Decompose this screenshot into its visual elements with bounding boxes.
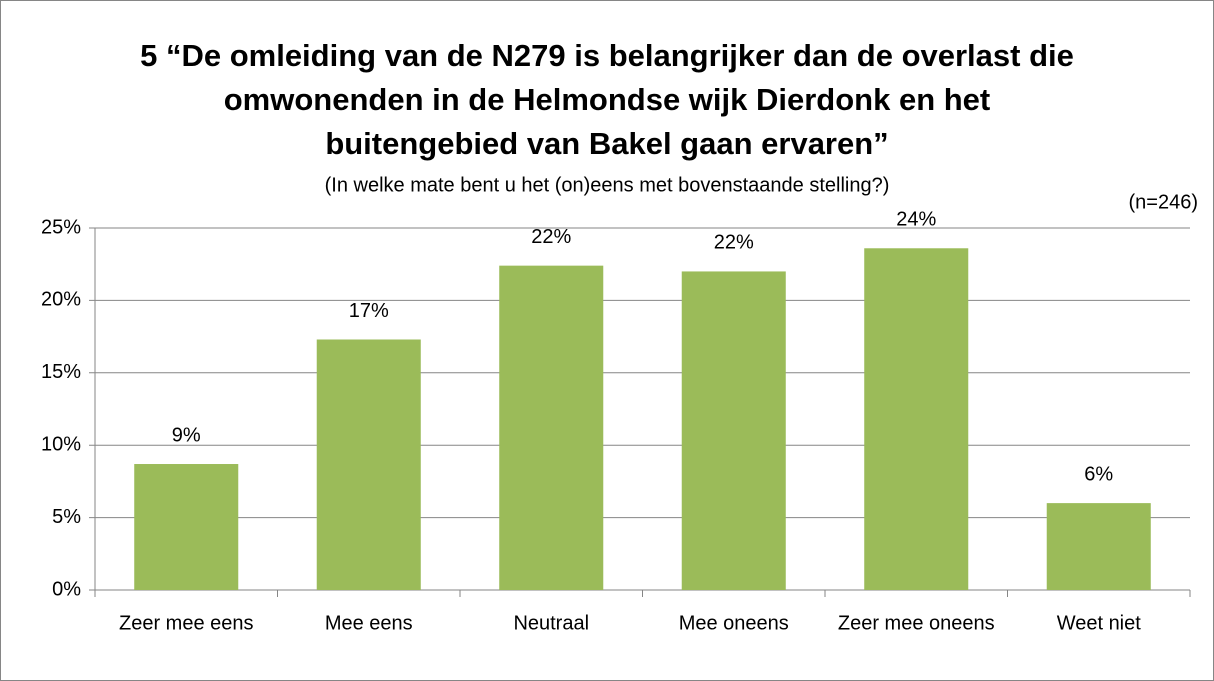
data-label: 6% <box>1084 463 1113 485</box>
x-tick-label: Zeer mee oneens <box>838 612 995 634</box>
bar <box>681 271 786 590</box>
chart-title: 5 “De omleiding van de N279 is belangrij… <box>140 38 1074 161</box>
sample-size: (n=246) <box>1129 191 1199 213</box>
y-tick-label: 25% <box>41 216 81 238</box>
data-label: 24% <box>896 209 936 231</box>
bar <box>316 339 421 590</box>
bar <box>134 464 239 590</box>
data-label: 17% <box>349 300 389 322</box>
bar <box>499 265 604 590</box>
data-label: 9% <box>172 424 201 446</box>
y-tick-label: 15% <box>41 361 81 383</box>
y-tick-label: 5% <box>52 506 81 528</box>
x-tick-label: Weet niet <box>1057 612 1142 634</box>
data-label: 22% <box>714 232 754 254</box>
x-tick-label: Neutraal <box>513 612 589 634</box>
x-tick-label: Mee eens <box>325 612 413 634</box>
y-tick-label: 20% <box>41 289 81 311</box>
y-tick-label: 0% <box>52 578 81 600</box>
x-tick-label: Zeer mee eens <box>119 612 254 634</box>
bar <box>1046 503 1151 590</box>
y-tick-label: 10% <box>41 433 81 455</box>
chart-subtitle: (In welke mate bent u het (on)eens met b… <box>325 174 890 196</box>
x-tick-label: Mee oneens <box>679 612 789 634</box>
bar <box>864 248 969 590</box>
data-label: 22% <box>531 226 571 248</box>
